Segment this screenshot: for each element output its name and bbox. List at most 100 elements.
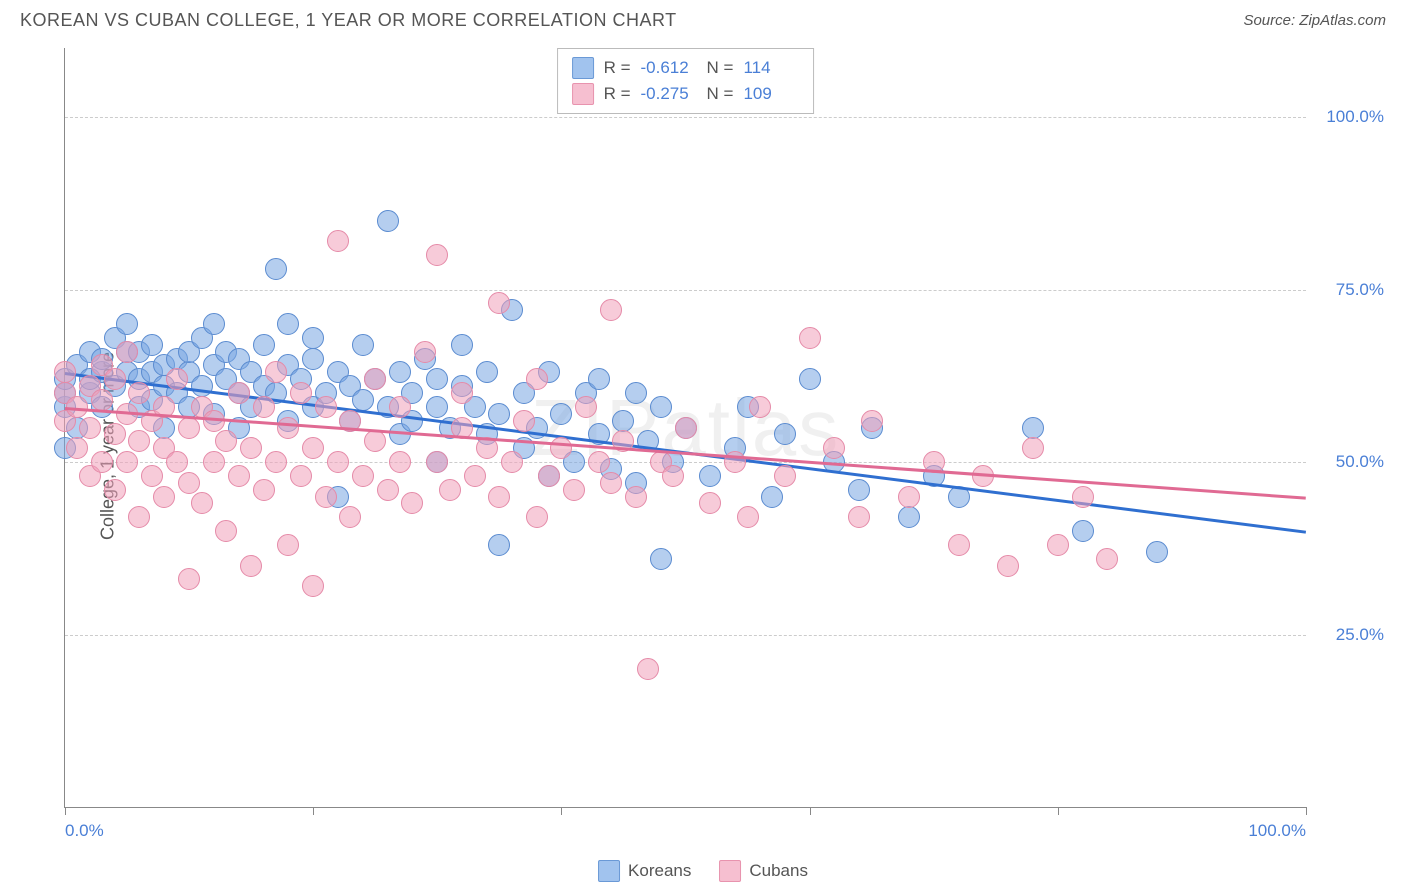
scatter-point — [1022, 437, 1044, 459]
scatter-point — [749, 396, 771, 418]
scatter-point — [588, 451, 610, 473]
scatter-point — [327, 451, 349, 473]
scatter-point — [141, 465, 163, 487]
scatter-point — [848, 506, 870, 528]
scatter-point — [315, 396, 337, 418]
y-tick-label: 25.0% — [1314, 625, 1384, 645]
source-attribution: Source: ZipAtlas.com — [1243, 12, 1386, 29]
legend-label: Koreans — [628, 861, 691, 881]
scatter-point — [1146, 541, 1168, 563]
stats-row: R =-0.612N =114 — [572, 55, 800, 81]
scatter-point — [265, 451, 287, 473]
series-legend: Koreans Cubans — [598, 860, 808, 882]
chart-header: KOREAN VS CUBAN COLLEGE, 1 YEAR OR MORE … — [0, 0, 1406, 39]
scatter-point — [426, 396, 448, 418]
scatter-point — [203, 451, 225, 473]
scatter-point — [352, 334, 374, 356]
scatter-point — [650, 396, 672, 418]
scatter-point — [364, 368, 386, 390]
chart-container: College, 1 year or more ZIPatlas R =-0.6… — [18, 48, 1388, 844]
scatter-point — [116, 341, 138, 363]
scatter-point — [600, 472, 622, 494]
x-tick — [561, 807, 562, 815]
scatter-point — [215, 520, 237, 542]
scatter-point — [588, 368, 610, 390]
gridline — [65, 117, 1306, 118]
scatter-point — [302, 575, 324, 597]
scatter-point — [612, 410, 634, 432]
y-tick-label: 75.0% — [1314, 280, 1384, 300]
scatter-point — [265, 361, 287, 383]
scatter-point — [178, 472, 200, 494]
scatter-point — [104, 479, 126, 501]
stats-row: R =-0.275N =109 — [572, 81, 800, 107]
scatter-point — [377, 479, 399, 501]
scatter-point — [1072, 486, 1094, 508]
scatter-point — [389, 361, 411, 383]
scatter-point — [1072, 520, 1094, 542]
scatter-point — [488, 403, 510, 425]
scatter-point — [228, 382, 250, 404]
scatter-point — [774, 423, 796, 445]
scatter-point — [141, 334, 163, 356]
scatter-point — [637, 658, 659, 680]
scatter-point — [699, 465, 721, 487]
r-value: -0.275 — [641, 84, 697, 104]
scatter-point — [364, 430, 386, 452]
scatter-point — [389, 396, 411, 418]
x-tick — [1058, 807, 1059, 815]
scatter-point — [737, 506, 759, 528]
scatter-point — [662, 465, 684, 487]
scatter-point — [625, 486, 647, 508]
legend-label: Cubans — [749, 861, 808, 881]
scatter-point — [290, 382, 312, 404]
x-tick-label: 100.0% — [1248, 821, 1306, 841]
scatter-point — [401, 492, 423, 514]
scatter-point — [327, 230, 349, 252]
scatter-point — [774, 465, 796, 487]
series-swatch — [572, 83, 594, 105]
scatter-point — [277, 417, 299, 439]
scatter-point — [116, 451, 138, 473]
legend-swatch — [598, 860, 620, 882]
x-tick — [810, 807, 811, 815]
scatter-point — [191, 375, 213, 397]
scatter-point — [178, 417, 200, 439]
scatter-point — [352, 465, 374, 487]
scatter-point — [898, 486, 920, 508]
scatter-point — [339, 506, 361, 528]
scatter-point — [550, 437, 572, 459]
scatter-point — [240, 437, 262, 459]
scatter-point — [116, 313, 138, 335]
scatter-point — [526, 506, 548, 528]
scatter-point — [439, 479, 461, 501]
scatter-point — [240, 555, 262, 577]
scatter-point — [997, 555, 1019, 577]
r-value: -0.612 — [641, 58, 697, 78]
scatter-point — [66, 437, 88, 459]
scatter-point — [823, 437, 845, 459]
scatter-point — [302, 327, 324, 349]
scatter-point — [451, 334, 473, 356]
scatter-point — [253, 479, 275, 501]
scatter-point — [389, 451, 411, 473]
scatter-point — [861, 410, 883, 432]
scatter-point — [352, 389, 374, 411]
r-label: R = — [604, 84, 631, 104]
scatter-point — [948, 534, 970, 556]
scatter-point — [488, 486, 510, 508]
scatter-point — [166, 368, 188, 390]
scatter-point — [501, 451, 523, 473]
n-label: N = — [707, 58, 734, 78]
scatter-point — [426, 368, 448, 390]
scatter-point — [650, 548, 672, 570]
scatter-point — [128, 506, 150, 528]
scatter-point — [265, 258, 287, 280]
scatter-point — [426, 451, 448, 473]
scatter-point — [277, 534, 299, 556]
scatter-point — [1096, 548, 1118, 570]
x-tick-label: 0.0% — [65, 821, 104, 841]
scatter-point — [104, 423, 126, 445]
scatter-point — [203, 313, 225, 335]
series-swatch — [572, 57, 594, 79]
